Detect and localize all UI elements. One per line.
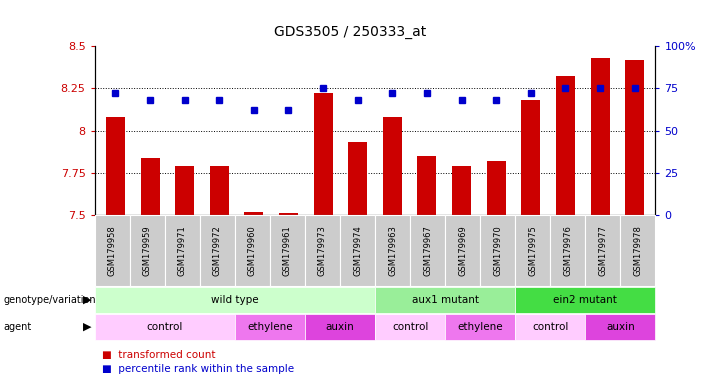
Text: aux1 mutant: aux1 mutant [411, 295, 479, 305]
Text: GSM179978: GSM179978 [634, 225, 642, 276]
Text: GSM179969: GSM179969 [458, 225, 467, 276]
Text: ethylene: ethylene [457, 322, 503, 332]
Bar [348, 142, 367, 215]
Text: GSM179960: GSM179960 [248, 225, 257, 276]
Bar [452, 166, 471, 215]
Text: ein2 mutant: ein2 mutant [553, 295, 618, 305]
Text: GSM179975: GSM179975 [529, 225, 537, 276]
Bar [590, 58, 610, 215]
Text: control: control [147, 322, 183, 332]
Text: GSM179973: GSM179973 [318, 225, 327, 276]
Text: GSM179976: GSM179976 [564, 225, 572, 276]
Text: GSM179974: GSM179974 [353, 225, 362, 276]
Bar [175, 166, 194, 215]
Text: GSM179963: GSM179963 [388, 225, 397, 276]
Bar [556, 76, 575, 215]
Text: control: control [392, 322, 428, 332]
Bar [383, 117, 402, 215]
Bar [486, 161, 505, 215]
Text: GSM179972: GSM179972 [213, 225, 222, 276]
Text: auxin: auxin [606, 322, 635, 332]
Text: GSM179959: GSM179959 [143, 225, 151, 276]
Bar [245, 212, 264, 215]
Text: GSM179971: GSM179971 [178, 225, 186, 276]
Bar [210, 166, 229, 215]
Bar [625, 60, 644, 215]
Text: agent: agent [4, 322, 32, 332]
Text: ▶: ▶ [83, 295, 91, 305]
Text: ■  transformed count: ■ transformed count [102, 350, 215, 360]
Text: GSM179961: GSM179961 [283, 225, 292, 276]
Bar [106, 117, 125, 215]
Bar [313, 93, 333, 215]
Text: GDS3505 / 250333_at: GDS3505 / 250333_at [274, 25, 427, 39]
Text: ethylene: ethylene [247, 322, 293, 332]
Text: ■  percentile rank within the sample: ■ percentile rank within the sample [102, 364, 294, 374]
Text: ▶: ▶ [83, 322, 91, 332]
Text: GSM179958: GSM179958 [108, 225, 116, 276]
Bar [417, 156, 437, 215]
Text: control: control [532, 322, 569, 332]
Bar [140, 157, 160, 215]
Text: wild type: wild type [211, 295, 259, 305]
Text: GSM179967: GSM179967 [423, 225, 432, 276]
Text: auxin: auxin [325, 322, 355, 332]
Text: GSM179977: GSM179977 [599, 225, 607, 276]
Bar [279, 214, 298, 215]
Bar [522, 100, 540, 215]
Text: genotype/variation: genotype/variation [4, 295, 96, 305]
Text: GSM179970: GSM179970 [494, 225, 502, 276]
